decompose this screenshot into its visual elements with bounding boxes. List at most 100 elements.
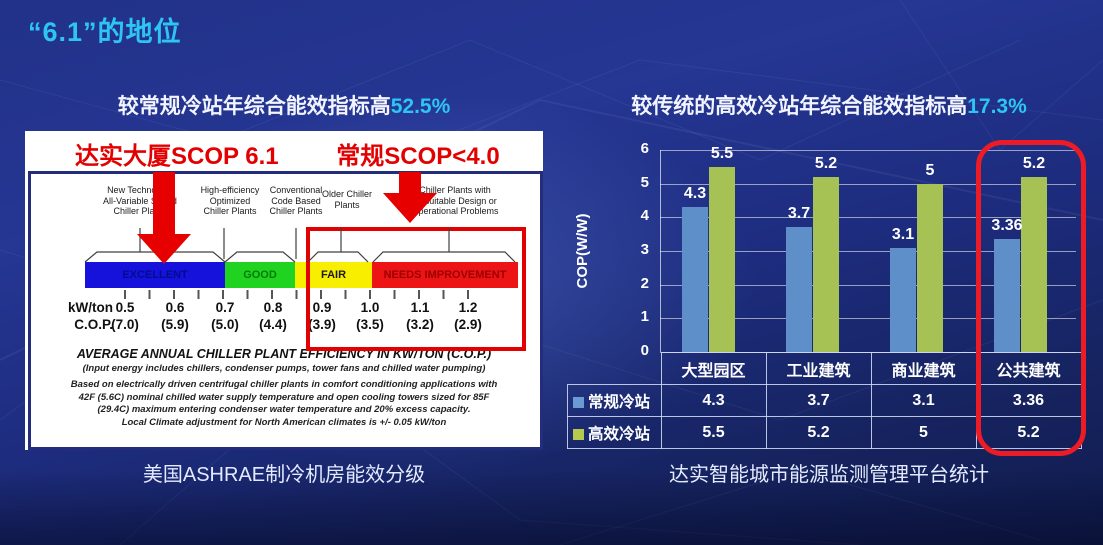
bar-高效冷站-商业建筑 [917, 183, 943, 352]
dashi-scop-title: 达实大厦SCOP 6.1 [75, 143, 279, 170]
cop-value: (3.9) [308, 317, 336, 332]
cop-value: (4.4) [259, 317, 287, 332]
y-tick-label: 5 [640, 173, 649, 191]
y-axis-label: COP(W/W) [574, 213, 591, 289]
kwton-value: 0.8 [263, 300, 283, 315]
ashrae-efficiency-panel: 达实大厦SCOP 6.1 常规SCOP<4.0 New Technology A… [25, 131, 543, 450]
public-building-highlight-outline [976, 140, 1086, 456]
table-corner-cell [567, 352, 662, 385]
rating-band-excellent: EXCELLENT [85, 262, 225, 288]
kwton-row-label: kW/ton [68, 300, 113, 315]
cop-value: (2.9) [454, 317, 482, 332]
bar-value-label: 5.2 [1022, 154, 1046, 172]
left-subtitle-highlight: 52.5% [390, 95, 451, 118]
bar-高效冷站-工业建筑 [813, 176, 839, 352]
diagram-border [28, 171, 543, 450]
table-cell: 3.36 [975, 384, 1082, 417]
right-subtitle: 较传统的高效冷站年综合能效指标高17.3% [555, 90, 1103, 120]
left-subtitle: 较常规冷站年综合能效指标高52.5% [25, 90, 543, 120]
series-legend-high-efficiency: 高效冷站 [567, 416, 662, 449]
legend-square-blue-icon [573, 396, 584, 408]
rating-band-needs-improvement: NEEDS IMPROVEMENT [372, 262, 518, 288]
cop-value: (5.0) [211, 317, 239, 332]
band-excellent-label: EXCELLENT [122, 269, 188, 281]
cop-value: (5.9) [161, 317, 189, 332]
bar-value-label: 5 [925, 161, 935, 179]
bar-常规冷站-工业建筑 [786, 227, 812, 352]
bar-value-label: 3.36 [991, 216, 1023, 234]
conventional-range-outline [306, 227, 526, 351]
right-subtitle-text: 较传统的高效冷站年综合能效指标高 [631, 95, 968, 118]
right-caption: 达实智能城市能源监测管理平台统计 [669, 464, 989, 486]
table-header-cell: 工业建筑 [765, 352, 872, 385]
y-tick-label: 0 [640, 342, 649, 359]
band-needs-improvement-label: NEEDS IMPROVEMENT [383, 269, 507, 281]
kwton-value: 1.2 [458, 300, 478, 315]
rating-band-good: GOOD [225, 262, 295, 288]
gridline [660, 318, 1076, 320]
category-label-high-efficiency: High-efficiency Optimized Chiller Plants [200, 185, 260, 217]
bar-常规冷站-大型园区 [682, 207, 708, 352]
cop-value: (3.5) [356, 317, 384, 332]
kwton-value: 1.0 [360, 300, 380, 315]
table-header-cell: 大型园区 [660, 352, 767, 385]
cop-value: (3.2) [406, 317, 434, 332]
category-label-problem-plants: Chiller Plants with Unsuitable Design or… [411, 185, 499, 217]
gridline [660, 183, 1076, 185]
table-cell: 3.1 [870, 384, 977, 417]
right-subtitle-highlight: 17.3% [967, 95, 1027, 118]
band-fair-label: FAIR [320, 269, 347, 281]
figure-footer-body: Based on electrically driven centrifugal… [70, 379, 498, 429]
bar-常规冷站-公共建筑 [994, 238, 1020, 352]
y-tick-label: 3 [640, 241, 649, 258]
cop-row-label: C.O.P. [74, 317, 113, 332]
figure-footer-subtitle: (Input energy includes chillers, condens… [82, 363, 486, 374]
table-header-row: 大型园区 工业建筑 商业建筑 公共建筑 [567, 352, 1082, 385]
y-tick-label: 6 [640, 140, 649, 157]
cop-value: (7.0) [111, 317, 139, 332]
series-name: 常规冷站 [588, 393, 651, 411]
series-legend-conventional: 常规冷站 [567, 384, 662, 417]
gridline [660, 251, 1076, 252]
y-tick-label: 4 [640, 207, 649, 225]
table-cell: 5.2 [765, 416, 872, 449]
cop-row: C.O.P. (7.0) (5.9) (5.0) (4.4) (3.9) (3.… [25, 317, 543, 333]
page-title: “6.1”的地位 [28, 17, 182, 47]
y-tick-label: 1 [640, 308, 649, 326]
series-name: 高效冷站 [588, 425, 651, 443]
bar-value-label: 5.5 [710, 144, 734, 162]
bar-高效冷站-大型园区 [709, 166, 735, 352]
gridline [660, 150, 1076, 151]
category-label-new-technology: New Technology All-Variable Speed Chille… [103, 185, 177, 217]
y-tick-label: 2 [640, 274, 649, 292]
table-cell: 3.7 [765, 384, 872, 417]
gridline [660, 284, 1076, 286]
bar-value-label: 3.7 [787, 205, 811, 223]
kwton-value: 0.6 [165, 300, 185, 315]
bar-常规冷站-商业建筑 [890, 247, 916, 352]
kwton-value: 0.5 [115, 300, 135, 315]
legend-square-green-icon [573, 428, 584, 440]
scale-tick-marks [113, 290, 481, 299]
table-row: 常规冷站 4.3 3.7 3.1 3.36 [567, 384, 1082, 417]
table-row: 高效冷站 5.5 5.2 5 5.2 [567, 416, 1082, 449]
kwton-value: 0.7 [215, 300, 235, 315]
kwton-value: 0.9 [312, 300, 332, 315]
bar-高效冷站-公共建筑 [1021, 176, 1047, 352]
table-cell: 4.3 [660, 384, 767, 417]
bar-value-label: 5.2 [814, 154, 838, 172]
gridline [660, 217, 1076, 219]
table-cell: 5 [870, 416, 977, 449]
table-cell: 5.5 [660, 416, 767, 449]
left-subtitle-text: 较常规冷站年综合能效指标高 [117, 95, 391, 118]
bar-value-label: 3.1 [891, 225, 915, 243]
left-caption: 美国ASHRAE制冷机房能效分级 [142, 464, 426, 486]
cop-data-table: 大型园区 工业建筑 商业建筑 公共建筑 常规冷站 4.3 3.7 3.1 3.3… [567, 352, 1082, 449]
table-header-cell: 商业建筑 [870, 352, 977, 385]
band-good-label: GOOD [243, 269, 277, 281]
cop-bar-chart: COP(W/W) 大型园区 工业建筑 商业建筑 公共建筑 常规冷站 4.3 3.… [555, 130, 1103, 456]
background-bottom-shade [0, 470, 1103, 545]
kwton-value: 1.1 [410, 300, 430, 315]
conventional-scop-title: 常规SCOP<4.0 [336, 143, 500, 170]
